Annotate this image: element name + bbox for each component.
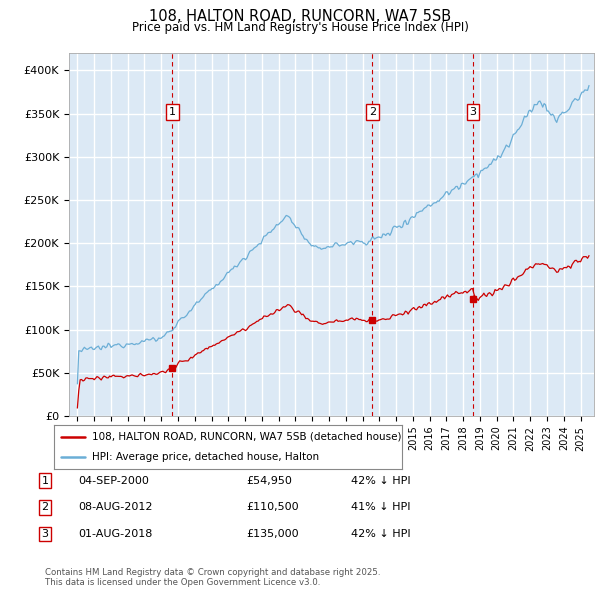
Text: Contains HM Land Registry data © Crown copyright and database right 2025.
This d: Contains HM Land Registry data © Crown c… (45, 568, 380, 587)
Text: Price paid vs. HM Land Registry's House Price Index (HPI): Price paid vs. HM Land Registry's House … (131, 21, 469, 34)
Text: 108, HALTON ROAD, RUNCORN, WA7 5SB: 108, HALTON ROAD, RUNCORN, WA7 5SB (149, 9, 451, 24)
Text: 01-AUG-2018: 01-AUG-2018 (78, 529, 152, 539)
Text: £135,000: £135,000 (246, 529, 299, 539)
Text: 3: 3 (469, 107, 476, 117)
Text: 42% ↓ HPI: 42% ↓ HPI (351, 476, 410, 486)
Text: 2: 2 (368, 107, 376, 117)
Text: 3: 3 (41, 529, 49, 539)
Text: 1: 1 (41, 476, 49, 486)
Text: 2: 2 (41, 503, 49, 512)
Text: 42% ↓ HPI: 42% ↓ HPI (351, 529, 410, 539)
Text: £54,950: £54,950 (246, 476, 292, 486)
Text: 41% ↓ HPI: 41% ↓ HPI (351, 503, 410, 512)
Text: 1: 1 (169, 107, 176, 117)
Text: £110,500: £110,500 (246, 503, 299, 512)
Text: HPI: Average price, detached house, Halton: HPI: Average price, detached house, Halt… (92, 452, 319, 462)
Text: 08-AUG-2012: 08-AUG-2012 (78, 503, 152, 512)
Text: 04-SEP-2000: 04-SEP-2000 (78, 476, 149, 486)
Text: 108, HALTON ROAD, RUNCORN, WA7 5SB (detached house): 108, HALTON ROAD, RUNCORN, WA7 5SB (deta… (92, 432, 402, 442)
